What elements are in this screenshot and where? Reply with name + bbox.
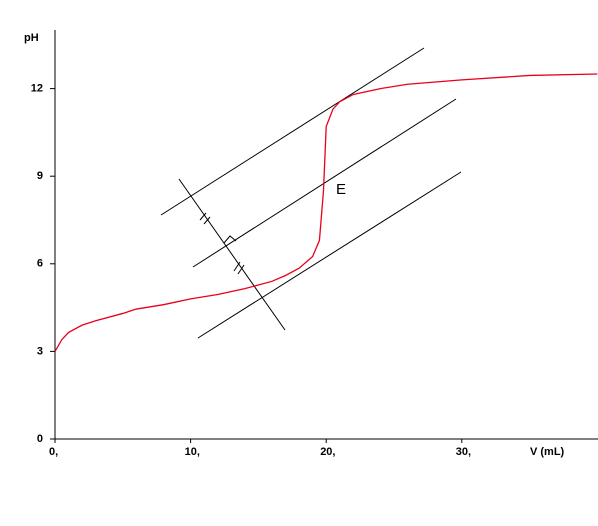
x-tick-label: 10,	[185, 446, 200, 458]
right-angle-mark	[223, 235, 237, 244]
y-axis-label: pH	[24, 32, 39, 44]
x-tick-label: 30,	[456, 446, 471, 458]
construction	[160, 47, 462, 339]
x-tick-label: 0,	[49, 446, 58, 458]
tangent-line	[197, 171, 462, 339]
tangent-line	[160, 47, 425, 216]
y-tick-label: 3	[37, 345, 43, 357]
y-tick-label: 9	[37, 170, 43, 182]
curve	[54, 73, 598, 352]
equal-mark	[233, 261, 245, 275]
perpendicular-line	[178, 178, 286, 331]
annotation: E	[336, 181, 346, 198]
y-tick-label: 12	[31, 83, 43, 95]
y-tick-label: 0	[37, 433, 43, 445]
equal-mark	[199, 212, 211, 225]
x-tick-label: 20,	[320, 446, 335, 458]
x-axis-label: V (mL)	[530, 446, 565, 458]
y-tick-label: 6	[37, 258, 43, 270]
median-line	[192, 98, 457, 268]
